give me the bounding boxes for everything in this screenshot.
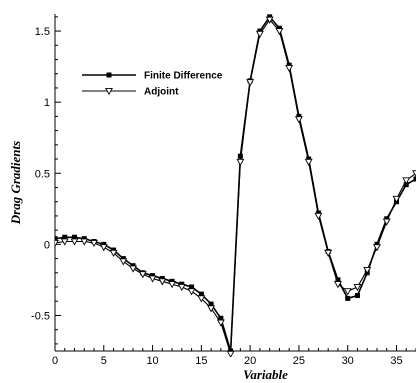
data-point — [52, 240, 58, 246]
data-point — [237, 159, 243, 165]
data-point — [257, 31, 263, 37]
legend-item: Finite Difference — [82, 71, 223, 82]
data-point — [227, 351, 233, 357]
y-tick-label: 0 — [44, 239, 50, 251]
x-tick-label: 25 — [293, 355, 305, 367]
x-tick-label: 0 — [52, 355, 58, 367]
data-point — [101, 245, 107, 251]
y-tick-label: 1 — [44, 97, 50, 109]
plot-axes — [55, 14, 416, 351]
x-tick-label: 30 — [342, 355, 354, 367]
x-tick-label: 35 — [390, 355, 402, 367]
series-line — [55, 17, 416, 351]
y-tick-label: 0.5 — [35, 168, 50, 180]
data-point — [188, 289, 194, 295]
data-point — [305, 159, 311, 165]
y-tick-label: 1.5 — [35, 26, 50, 38]
y-tick-label: -0.5 — [31, 310, 50, 322]
x-tick-label: 10 — [146, 355, 158, 367]
x-tick-label: 5 — [101, 355, 107, 367]
data-point — [276, 29, 282, 35]
legend: Finite Difference Adjoint — [82, 71, 223, 98]
data-point — [130, 266, 136, 272]
data-point — [355, 293, 360, 298]
data-point — [296, 117, 302, 123]
x-tick-label: 15 — [195, 355, 207, 367]
series-layer — [52, 14, 416, 357]
legend-label: Adjoint — [144, 87, 179, 98]
axis-ticks: 0 5 10 15 20 25 30 35 -0.5 0 0.5 1 1.5 — [31, 17, 416, 367]
legend-item: Adjoint — [82, 87, 179, 98]
x-axis-label: Variable — [243, 367, 288, 382]
data-point — [315, 213, 321, 219]
legend-marker — [107, 73, 112, 78]
y-axis-label: Drag Gradients — [8, 141, 23, 225]
x-tick-label: 20 — [244, 355, 256, 367]
series-finite-difference — [53, 14, 416, 353]
data-point — [286, 65, 292, 71]
data-point — [179, 284, 185, 290]
legend-label: Finite Difference — [144, 71, 223, 82]
series-line — [55, 20, 416, 354]
series-adjoint — [52, 17, 416, 357]
data-point — [120, 259, 126, 265]
data-point — [345, 296, 350, 301]
